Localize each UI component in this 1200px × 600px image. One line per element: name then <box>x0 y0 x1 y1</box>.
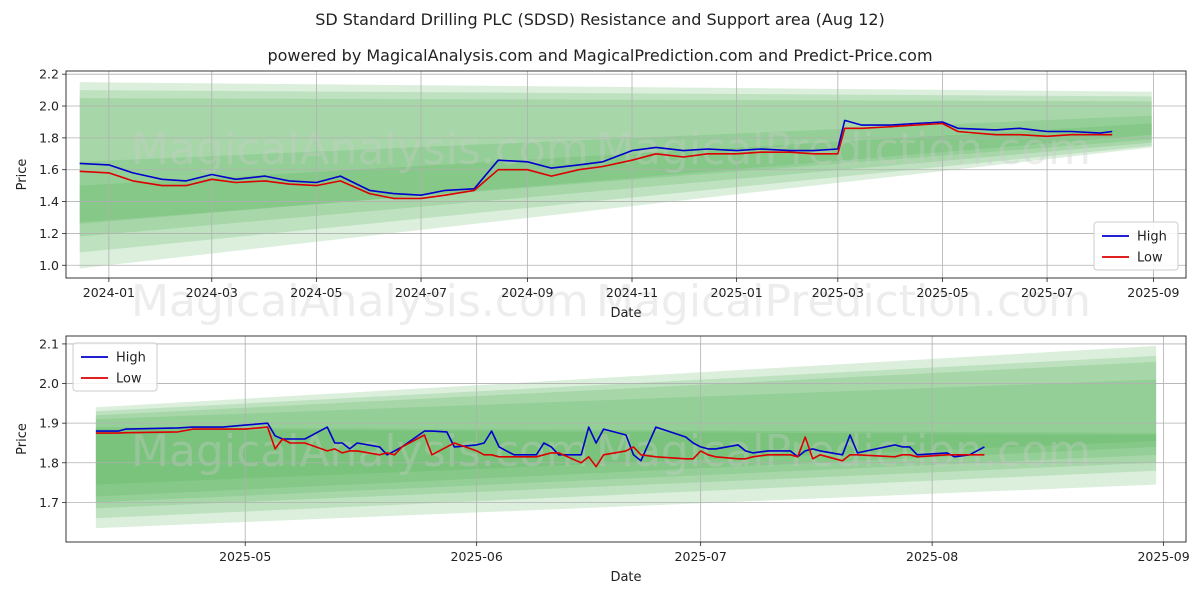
legend-label-low: Low <box>1137 251 1163 266</box>
y-tick-label: 1.7 <box>39 495 59 510</box>
band-4 <box>95 379 1157 503</box>
x-tick-label: 2025-07 <box>675 549 727 564</box>
band-1 <box>79 82 1152 269</box>
plot-frame <box>65 335 1187 543</box>
legend-box <box>72 342 158 392</box>
x-tick-label: 2024-09 <box>501 285 553 300</box>
support-resistance-bands <box>79 82 1152 269</box>
x-tick-label: 2025-09 <box>1127 285 1179 300</box>
x-axis-label: Date <box>610 306 641 321</box>
chart-subtitle: powered by MagicalAnalysis.com and Magic… <box>267 46 933 65</box>
y-tick-label: 1.8 <box>39 130 59 145</box>
x-tick-label: 2025-06 <box>451 549 503 564</box>
chart-panel-2: MagicalAnalysis.com MagicalPrediction.com… <box>15 335 1190 585</box>
band-4 <box>79 115 1152 223</box>
series-line-low <box>95 426 985 468</box>
y-tick-label: 1.2 <box>39 226 59 241</box>
series-line-high <box>79 119 1113 196</box>
series-line-low <box>79 122 1113 200</box>
watermark-analysis: MagicalAnalysis.com <box>131 276 589 327</box>
legend: High Low <box>72 342 158 392</box>
y-axis-label: Price <box>15 423 30 455</box>
legend-label-low: Low <box>116 372 142 387</box>
legend: High Low <box>1093 221 1179 271</box>
x-tick-label: 2024-07 <box>395 285 447 300</box>
x-tick-label: 2024-03 <box>186 285 238 300</box>
y-tick-label: 1.6 <box>39 162 59 177</box>
x-tick-label: 2025-01 <box>711 285 763 300</box>
x-tick-label: 2025-09 <box>1137 549 1189 564</box>
y-tick-label: 2.1 <box>39 336 59 351</box>
legend-label-high: High <box>1137 230 1167 245</box>
x-tick-label: 2025-08 <box>906 549 958 564</box>
x-tick-label: 2024-05 <box>290 285 342 300</box>
plot-frame <box>65 70 1187 279</box>
x-tick-label: 2024-11 <box>606 285 658 300</box>
x-axis-label: Date <box>610 570 641 585</box>
y-tick-label: 1.4 <box>39 194 59 209</box>
y-tick-label: 1.0 <box>39 258 59 273</box>
legend-label-high: High <box>116 351 146 366</box>
y-tick-label: 1.8 <box>39 455 59 470</box>
x-tick-label: 2024-01 <box>83 285 135 300</box>
y-tick-label: 2.0 <box>39 376 59 391</box>
legend-box <box>1093 221 1179 271</box>
y-axis-label: Price <box>15 159 30 191</box>
x-tick-label: 2025-07 <box>1021 285 1073 300</box>
chart-title: SD Standard Drilling PLC (SDSD) Resistan… <box>315 10 885 29</box>
y-tick-label: 2.0 <box>39 99 59 114</box>
x-tick-label: 2025-05 <box>219 549 271 564</box>
series-line-high <box>95 422 985 462</box>
chart-panel-1: MagicalAnalysis.com MagicalPrediction.com… <box>15 67 1187 327</box>
band-5 <box>79 123 1152 224</box>
y-tick-label: 1.9 <box>39 416 59 431</box>
watermark-prediction: MagicalPrediction.com <box>596 276 1091 327</box>
watermark-analysis: MagicalAnalysis.com <box>131 124 589 175</box>
x-tick-label: 2025-03 <box>812 285 864 300</box>
band-2 <box>79 90 1152 253</box>
x-tick-label: 2025-05 <box>916 285 968 300</box>
y-tick-label: 2.2 <box>39 67 59 82</box>
